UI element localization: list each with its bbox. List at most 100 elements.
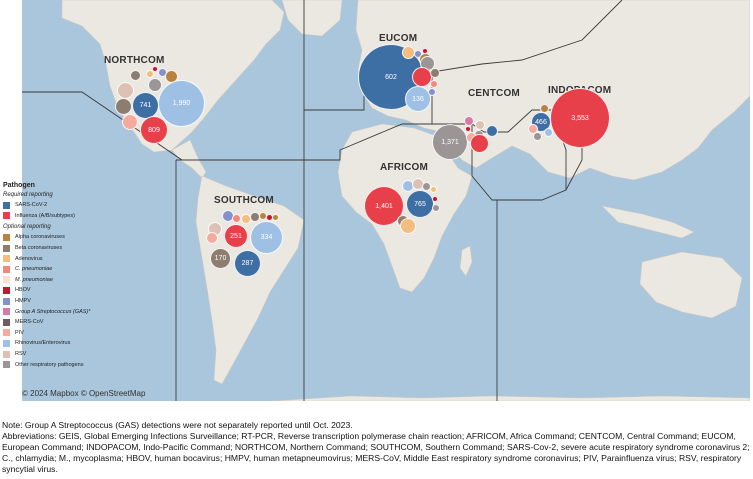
legend-swatch [3, 201, 10, 209]
bubble-africom-sars-cov-2[interactable]: 765 [406, 190, 434, 218]
legend-label: HBOV [15, 287, 31, 294]
bubble-centcom-other-large[interactable]: 1,371 [432, 124, 468, 160]
legend-optional-list: Alpha coronaviruses Beta coronaviruses Ade… [0, 232, 150, 370]
legend-label: Beta coronaviruses [15, 245, 63, 252]
legend-swatch [3, 233, 10, 241]
legend-label: M. pneumoniae [15, 276, 53, 283]
legend-swatch [3, 308, 10, 316]
legend-item[interactable]: MERS-CoV [3, 317, 150, 328]
bubble-southcom-alpha-cov-2[interactable] [272, 214, 279, 221]
legend-swatch [3, 361, 10, 369]
legend-swatch [3, 212, 10, 220]
legend-swatch [3, 265, 10, 273]
bubble-northcom-piv[interactable] [122, 114, 138, 130]
bubble-northcom-adenovirus[interactable] [146, 70, 154, 78]
note-line: Note: Group A Streptococcus (GAS) detect… [2, 420, 750, 431]
bubble-northcom-rhinovirus[interactable]: 1,990 [158, 80, 205, 127]
command-label-northcom: NORTHCOM [104, 55, 165, 66]
legend-item[interactable]: M. pneumoniae [3, 275, 150, 286]
legend-label: Rhinovirus/Enterovirus [15, 340, 71, 347]
legend-swatch [3, 286, 10, 294]
world-map[interactable]: NORTHCOM EUCOM CENTCOM INDOPACOM AFRICOM… [22, 0, 750, 401]
legend-item[interactable]: Other respiratory pathogens [3, 359, 150, 370]
bubble-northcom-other[interactable] [148, 78, 162, 92]
legend-label: Influenza (A/B/subtypes) [15, 212, 75, 219]
legend-swatch [3, 297, 10, 305]
legend-item[interactable]: Adenovirus [3, 253, 150, 264]
bubble-indopacom-rhinovirus[interactable] [544, 128, 553, 137]
bubble-centcom-influenza[interactable] [470, 134, 489, 153]
bubble-eucom-c-pneumoniae[interactable] [430, 80, 438, 88]
bubble-southcom-rhinovirus[interactable]: 334 [250, 221, 283, 254]
command-label-eucom: EUCOM [379, 33, 418, 44]
footnotes: Note: Group A Streptococcus (GAS) detect… [2, 420, 750, 475]
legend-item[interactable]: Rhinovirus/Enterovirus [3, 338, 150, 349]
bubble-africom-adenovirus[interactable] [430, 186, 437, 193]
bubble-indopacom-other[interactable] [533, 132, 542, 141]
legend-item[interactable]: Beta coronaviruses [3, 243, 150, 254]
bubble-africom-other-2[interactable] [432, 204, 440, 212]
command-label-centcom: CENTCOM [468, 88, 520, 99]
bubble-southcom-c-pneumoniae[interactable] [232, 214, 241, 223]
legend-item[interactable]: Alpha coronaviruses [3, 232, 150, 243]
bubble-centcom-sars-cov-2[interactable] [486, 125, 498, 137]
legend-required-label: Required reporting [3, 192, 53, 198]
land-south-america [195, 175, 305, 385]
legend-optional-label: Optional reporting [3, 224, 51, 231]
bubble-eucom-hbov[interactable] [422, 48, 428, 54]
land-madagascar [459, 245, 473, 277]
bubble-centcom-hbov[interactable] [465, 126, 471, 132]
legend-item[interactable]: C. pneumoniae [3, 264, 150, 275]
legend-label: SARS-CoV-2 [15, 202, 48, 209]
bubble-northcom-sars-cov-2[interactable]: 741 [132, 92, 159, 119]
bubble-southcom-other[interactable]: 170 [210, 248, 231, 269]
legend: Pathogen Required reporting SARS-CoV-2 In… [0, 182, 150, 370]
legend-label: HMPV [15, 298, 31, 305]
legend-swatch [3, 339, 10, 347]
land-greenland [281, 0, 343, 37]
bubble-eucom-influenza[interactable] [412, 67, 432, 87]
bubble-eucom-beta-cov[interactable] [430, 68, 440, 78]
command-label-southcom: SOUTHCOM [214, 195, 274, 206]
abbreviations-line: Abbreviations: GEIS, Global Emerging Inf… [2, 431, 750, 474]
bubble-northcom-rsv[interactable] [117, 82, 134, 99]
bubble-indopacom-influenza[interactable]: 3,553 [550, 88, 610, 148]
legend-swatch [3, 329, 10, 337]
legend-item[interactable]: RSV [3, 349, 150, 360]
bubble-northcom-influenza[interactable]: 809 [140, 116, 168, 144]
legend-label: PIV [15, 329, 24, 336]
bubble-centcom-rsv[interactable] [475, 120, 485, 130]
legend-label: Alpha coronaviruses [15, 234, 65, 241]
map-attribution[interactable]: © 2024 Mapbox © OpenStreetMap [22, 389, 146, 398]
legend-item[interactable]: HBOV [3, 285, 150, 296]
land-antarctica [271, 395, 750, 401]
legend-swatch [3, 244, 10, 252]
bubble-eucom-rhinovirus[interactable]: 136 [405, 86, 431, 112]
bubble-northcom-beta-cov[interactable] [130, 70, 141, 81]
bubble-eucom-hmpv-2[interactable] [428, 88, 436, 96]
legend-item[interactable]: HMPV [3, 296, 150, 307]
bubble-northcom-hbov[interactable] [152, 66, 158, 72]
legend-item[interactable]: PIV [3, 328, 150, 339]
legend-label: C. pneumoniae [15, 266, 53, 273]
legend-item[interactable]: Influenza (A/B/subtypes) [3, 211, 150, 222]
land-central-america [171, 139, 207, 179]
bubble-africom-hbov[interactable] [432, 196, 438, 202]
bubble-northcom-beta-cov-2[interactable] [115, 98, 132, 115]
legend-required-list: SARS-CoV-2 Influenza (A/B/subtypes) [0, 200, 150, 221]
land-australia [639, 251, 743, 319]
land-islands [601, 205, 695, 239]
note-text: Note: Group A Streptococcus (GAS) detect… [2, 420, 353, 430]
bubble-africom-adenovirus-2[interactable] [400, 218, 416, 234]
bubble-centcom-gas[interactable] [464, 116, 474, 126]
legend-label: Adenovirus [15, 255, 43, 262]
legend-swatch [3, 276, 10, 284]
bubble-southcom-piv[interactable] [206, 232, 218, 244]
bubble-southcom-sars-cov-2[interactable]: 287 [234, 250, 261, 277]
legend-label: RSV [15, 351, 27, 358]
legend-item[interactable]: SARS-CoV-2 [3, 200, 150, 211]
legend-title: Pathogen [3, 182, 35, 189]
bubble-southcom-influenza[interactable]: 251 [224, 224, 248, 248]
legend-item[interactable]: Group A Streptococcus (GAS)* [3, 306, 150, 317]
legend-label: Group A Streptococcus (GAS)* [15, 308, 91, 315]
